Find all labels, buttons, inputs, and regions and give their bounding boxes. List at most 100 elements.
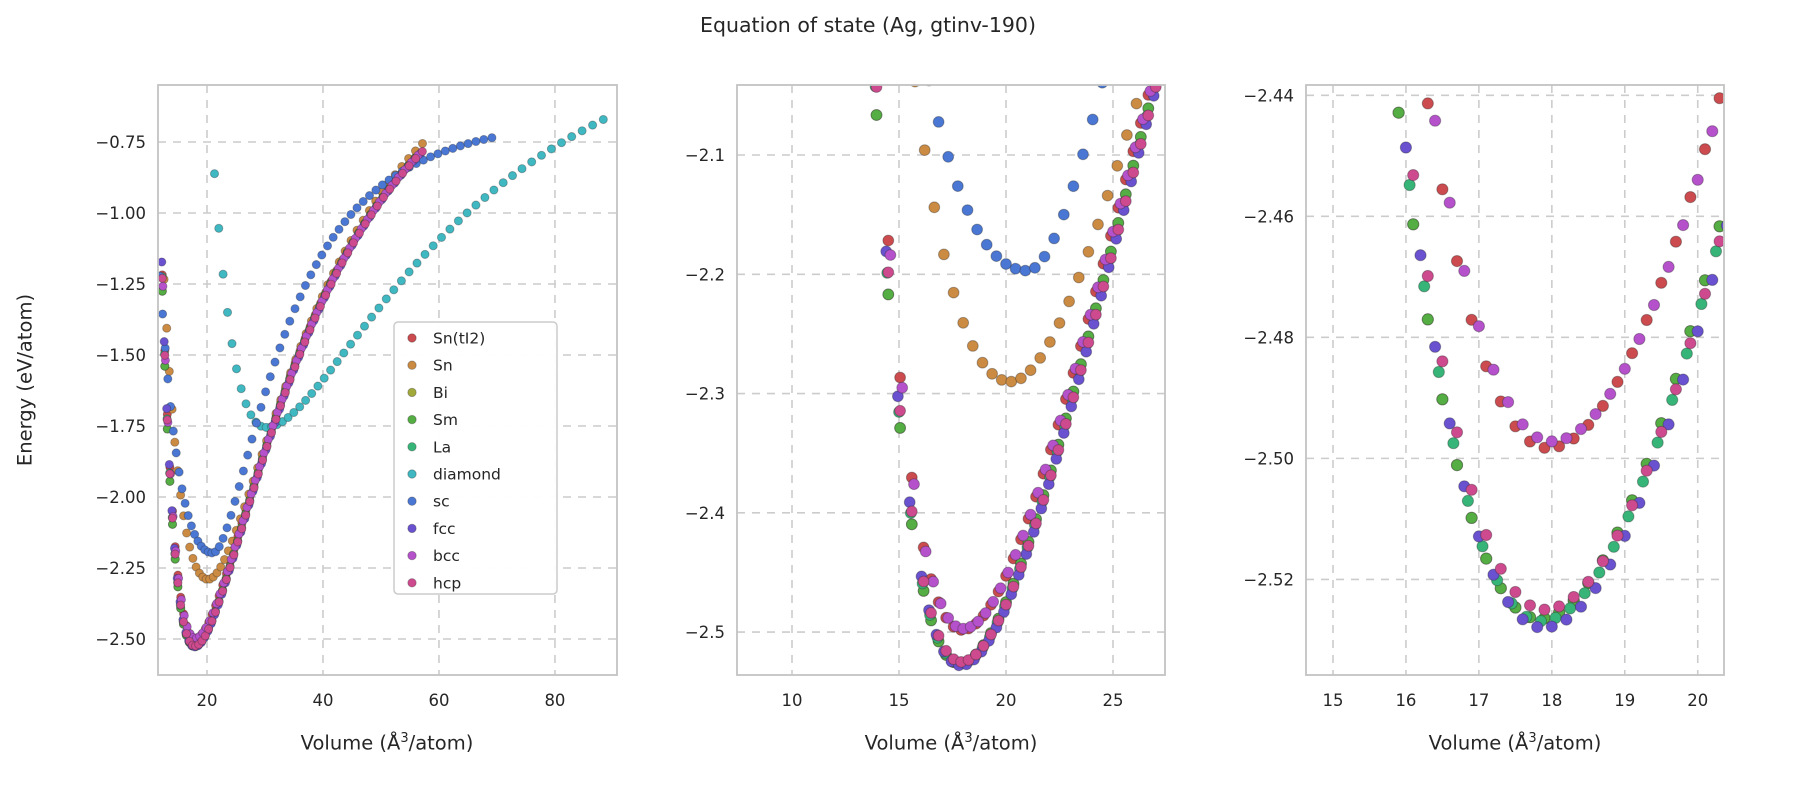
series-diamond-points bbox=[209, 114, 608, 432]
x-tick-label: 60 bbox=[428, 691, 449, 710]
x-tick-label: 15 bbox=[888, 691, 909, 710]
series-fcc-points bbox=[1399, 141, 1724, 634]
y-tick-label: −2.48 bbox=[1243, 328, 1294, 347]
x-axis-label-suffix: /atom) bbox=[972, 731, 1038, 755]
x-tick-label: 16 bbox=[1395, 691, 1416, 710]
x-axis-label-sup: 3 bbox=[1528, 731, 1537, 746]
series-hcp-points bbox=[1407, 169, 1724, 616]
series-fcc-points bbox=[880, 89, 1160, 672]
panel-zoom-mid-tick-labels: 10 15 20 25 −2.1 −2.2 −2.3 −2.4 −2.5 bbox=[685, 146, 1124, 710]
x-axis-label-text: Volume (Å bbox=[1428, 731, 1529, 755]
x-axis-label-text: Volume (Å bbox=[864, 731, 965, 755]
series-bcc-points bbox=[1429, 85, 1724, 448]
series-bcc-points bbox=[884, 85, 1157, 635]
x-axis-label-sup: 3 bbox=[964, 731, 973, 746]
x-axis-label-panel2: Volume (Å3/atom) bbox=[865, 731, 1038, 755]
legend-marker-icon bbox=[407, 414, 417, 425]
legend-item-hcp: hcp bbox=[407, 574, 461, 592]
panel-zoom-minimum-data bbox=[1392, 85, 1724, 634]
series-Sn(tI2)-points bbox=[882, 89, 1155, 636]
legend-marker-icon bbox=[407, 442, 417, 452]
series-sc-points bbox=[925, 85, 1108, 277]
panel-overview-spines bbox=[157, 84, 618, 676]
y-tick-label: −2.5 bbox=[685, 623, 725, 642]
y-tick-label: −2.50 bbox=[95, 630, 146, 649]
legend-box bbox=[393, 321, 558, 595]
x-tick-label: 10 bbox=[781, 691, 802, 710]
legend-item-Bi: Bi bbox=[407, 384, 448, 402]
x-axis-label-text: Volume (Å bbox=[300, 731, 401, 755]
panel-zoom-mid: 10 15 20 25 −2.1 −2.2 −2.3 −2.4 −2.5 bbox=[685, 84, 1166, 710]
panel-zoom-minimum-gridlines bbox=[1306, 85, 1724, 675]
legend-label: Bi bbox=[433, 384, 448, 402]
series-La-points bbox=[1403, 178, 1723, 628]
y-tick-label: −1.75 bbox=[95, 417, 146, 436]
panel-zoom-mid-spines bbox=[736, 84, 1166, 676]
legend-label: Sm bbox=[433, 411, 458, 429]
y-tick-label: −2.1 bbox=[685, 146, 725, 165]
legend-item-Sm: Sm bbox=[407, 411, 458, 429]
y-tick-label: −0.75 bbox=[95, 133, 146, 152]
y-tick-label: −1.00 bbox=[95, 204, 146, 223]
y-tick-label: −2.44 bbox=[1243, 86, 1294, 105]
legend-item-diamond: diamond bbox=[407, 466, 501, 484]
x-axis-label-panel3: Volume (Å3/atom) bbox=[1429, 731, 1602, 755]
legend-label: Sn(tI2) bbox=[433, 330, 485, 348]
panel-overview-data bbox=[158, 114, 608, 652]
panel-zoom-mid-data bbox=[869, 85, 1162, 672]
legend-label: Sn bbox=[433, 357, 453, 375]
legend-item-La: La bbox=[407, 438, 451, 456]
x-tick-label: 80 bbox=[544, 691, 565, 710]
legend-marker-icon bbox=[407, 550, 417, 561]
legend-marker-icon bbox=[407, 578, 417, 588]
panel-zoom-minimum-spines bbox=[1305, 84, 1725, 676]
y-tick-label: −2.4 bbox=[685, 504, 725, 523]
legend-item-fcc: fcc bbox=[407, 520, 456, 538]
legend-marker-icon bbox=[407, 523, 417, 534]
panel-overview-tick-labels: 20 40 60 80 −0.75 −1.00 −1.25 −1.50 −1.75 −2.00 −2… bbox=[95, 133, 565, 710]
legend-marker-icon bbox=[407, 469, 417, 479]
x-tick-label: 18 bbox=[1541, 691, 1562, 710]
x-tick-label: 17 bbox=[1468, 691, 1489, 710]
panel-zoom-minimum-tick-labels: 15 16 17 18 19 20 −2.44 −2.46 −2.48 −2.50 −2.52 bbox=[1243, 86, 1708, 710]
legend-label: hcp bbox=[433, 574, 461, 592]
x-tick-label: 20 bbox=[995, 691, 1016, 710]
series-sc-points bbox=[158, 133, 497, 558]
y-tick-label: −2.00 bbox=[95, 488, 146, 507]
legend-label: bcc bbox=[433, 547, 460, 565]
y-tick-label: −2.25 bbox=[95, 559, 146, 578]
y-tick-label: −2.3 bbox=[685, 385, 725, 404]
x-axis-label-suffix: /atom) bbox=[1536, 731, 1602, 755]
series-Sn(tI2)-points bbox=[1421, 92, 1724, 454]
x-tick-label: 25 bbox=[1102, 691, 1123, 710]
y-tick-label: −2.50 bbox=[1243, 449, 1294, 468]
x-axis-label-suffix: /atom) bbox=[408, 731, 474, 755]
legend-label: La bbox=[433, 438, 451, 456]
y-tick-label: −1.25 bbox=[95, 275, 146, 294]
x-tick-label: 15 bbox=[1322, 691, 1343, 710]
legend: Sn(tI2) Sn Bi Sm La diamond sc fcc bcc hcp bbox=[393, 321, 558, 595]
y-tick-label: −2.46 bbox=[1243, 207, 1294, 226]
panel-overview: 20 40 60 80 −0.75 −1.00 −1.25 −1.50 −1.75 −2.00 −2… bbox=[95, 84, 618, 710]
legend-item-Sn: Sn bbox=[407, 357, 453, 375]
x-axis-label-panel1: Volume (Å3/atom) bbox=[301, 731, 474, 755]
series-Sn-points bbox=[910, 85, 1143, 388]
y-tick-label: −1.50 bbox=[95, 346, 146, 365]
x-tick-label: 19 bbox=[1614, 691, 1635, 710]
x-tick-label: 20 bbox=[197, 691, 218, 710]
panel-zoom-minimum: 15 16 17 18 19 20 −2.44 −2.46 −2.48 −2.50 −2.52 bbox=[1243, 84, 1725, 710]
legend-marker-icon bbox=[407, 360, 417, 370]
x-tick-label: 40 bbox=[312, 691, 333, 710]
legend-label: diamond bbox=[433, 466, 501, 484]
legend-label: sc bbox=[433, 493, 450, 511]
legend-item-Sn(tI2): Sn(tI2) bbox=[407, 330, 485, 348]
legend-marker-icon bbox=[407, 496, 417, 506]
y-tick-label: −2.52 bbox=[1243, 570, 1294, 589]
y-tick-label: −2.2 bbox=[685, 265, 725, 284]
series-hcp-points bbox=[870, 85, 1162, 668]
legend-item-sc: sc bbox=[407, 493, 450, 511]
legend-marker-icon bbox=[407, 387, 417, 398]
figure-title: Equation of state (Ag, gtinv-190) bbox=[700, 13, 1036, 37]
